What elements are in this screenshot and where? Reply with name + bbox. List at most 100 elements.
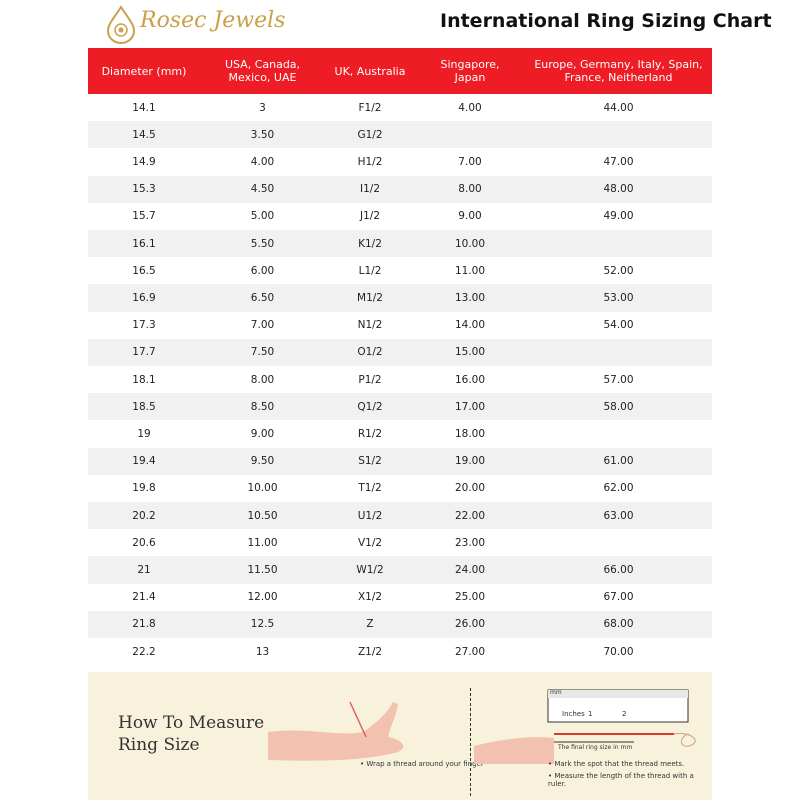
ruler-label: 1 <box>588 710 593 718</box>
table-cell: Q1/2 <box>357 400 383 413</box>
table-cell: 17.3 <box>132 319 156 332</box>
table-row <box>88 529 712 557</box>
table-cell: 3.50 <box>250 128 275 141</box>
table-cell: 22.2 <box>132 645 156 658</box>
table-cell: 25.00 <box>454 591 486 604</box>
table-cell: 11.00 <box>454 264 486 277</box>
table-cell: 19 <box>137 427 151 440</box>
table-row <box>88 230 712 258</box>
table-cell: S1/2 <box>358 455 382 468</box>
size-table: Diameter (mm) USA, Canada, Mexico, UAE UK,… <box>88 48 712 668</box>
table-cell: 8.00 <box>458 183 482 196</box>
table-cell: 7.50 <box>250 346 275 359</box>
divider <box>470 688 471 796</box>
table-row <box>88 148 712 176</box>
table-row <box>88 447 712 475</box>
table-cell: 19.8 <box>132 482 156 495</box>
logo-icon <box>106 5 136 44</box>
table-cell: 63.00 <box>603 509 634 522</box>
table-cell: 4.00 <box>458 101 482 114</box>
ruler-label: Inches <box>562 710 585 718</box>
table-cell: 17.7 <box>132 346 156 359</box>
table-cell: G1/2 <box>357 128 383 141</box>
table-cell: 9.00 <box>250 427 275 440</box>
table-cell: 11.50 <box>247 563 278 576</box>
table-cell: 9.50 <box>250 455 275 468</box>
table-cell: 12.00 <box>247 591 278 604</box>
table-cell: I1/2 <box>360 183 380 196</box>
table-row <box>88 175 712 203</box>
table-cell: 11.00 <box>247 536 278 549</box>
table-cell: H1/2 <box>357 155 383 168</box>
table-row <box>88 638 712 666</box>
table-cell: N1/2 <box>357 319 383 332</box>
table-cell: 5.50 <box>250 237 275 250</box>
table-cell: 49.00 <box>603 210 634 223</box>
measure-title-line: Ring Size <box>118 735 200 755</box>
table-cell: 21.4 <box>132 591 156 604</box>
table-cell: 16.5 <box>132 264 156 277</box>
table-cell: 26.00 <box>454 618 486 631</box>
hand-illustration <box>268 701 404 761</box>
table-cell: Z <box>366 618 374 631</box>
brand: Rosec Jewels <box>140 8 286 33</box>
table-cell: 68.00 <box>603 618 634 631</box>
table-row <box>88 420 712 448</box>
table-row <box>88 610 712 638</box>
table-row <box>88 94 712 122</box>
table-cell: 24.00 <box>454 563 486 576</box>
table-cell: 6.50 <box>250 291 275 304</box>
table-cell: J1/2 <box>360 210 380 223</box>
table-cell: 16.1 <box>132 237 156 250</box>
table-cell: 54.00 <box>603 319 634 332</box>
measure-panel: How To Measure Ring Size • Wrap a thread… <box>88 672 712 800</box>
table-cell: 13.00 <box>454 291 486 304</box>
table-cell: P1/2 <box>358 373 382 386</box>
table-cell: 19.4 <box>132 455 156 468</box>
table-cell: W1/2 <box>356 563 384 576</box>
table-cell: O1/2 <box>357 346 383 359</box>
step-text: • Mark the spot that the thread meets. <box>548 760 685 768</box>
ruler-caption: The final ring size in mm <box>558 744 633 751</box>
table-cell: L1/2 <box>358 264 382 277</box>
table-cell: 20.6 <box>132 536 156 549</box>
table-cell: 13 <box>255 645 270 658</box>
table-cell: 14.9 <box>132 155 156 168</box>
table-cell: 4.00 <box>250 155 275 168</box>
table-cell: 4.50 <box>250 183 275 196</box>
table-cell: 66.00 <box>603 563 634 576</box>
table-cell: 14.00 <box>454 319 486 332</box>
table-row <box>88 202 712 230</box>
table-cell: R1/2 <box>357 427 383 440</box>
measure-title: How To Measure Ring Size <box>118 712 264 756</box>
table-cell: 8.00 <box>250 373 275 386</box>
table-cell: 8.50 <box>250 400 275 413</box>
table-cell: U1/2 <box>357 509 383 522</box>
column-header: USA, Canada, Mexico, UAE <box>224 58 301 84</box>
table-cell: V1/2 <box>357 536 383 549</box>
page-title: International Ring Sizing Chart <box>440 10 772 32</box>
table-cell: 27.00 <box>454 645 486 658</box>
column-header: Singapore, Japan <box>440 58 500 84</box>
table-cell: 48.00 <box>603 183 634 196</box>
column-header: Europe, Germany, Italy, Spain, France, N… <box>534 58 703 84</box>
table-cell: 7.00 <box>458 155 482 168</box>
table-cell: 18.5 <box>132 400 156 413</box>
table-row <box>88 311 712 339</box>
column-header: Diameter (mm) <box>101 64 187 78</box>
table-cell: 17.00 <box>454 400 486 413</box>
table-row <box>88 284 712 312</box>
table-cell: 52.00 <box>603 264 634 277</box>
table-cell: 20.00 <box>454 482 486 495</box>
table-cell: 10.00 <box>454 237 486 250</box>
table-cell: 19.00 <box>454 455 486 468</box>
measure-title-line: How To Measure <box>118 713 265 733</box>
table-cell: 9.00 <box>458 210 482 223</box>
table-cell: 12.5 <box>250 618 275 631</box>
table-cell: 14.5 <box>132 128 156 141</box>
table-cell: 3 <box>259 101 266 114</box>
table-cell: 22.00 <box>454 509 486 522</box>
table-cell: 7.00 <box>250 319 275 332</box>
table-cell: 47.00 <box>603 155 634 168</box>
